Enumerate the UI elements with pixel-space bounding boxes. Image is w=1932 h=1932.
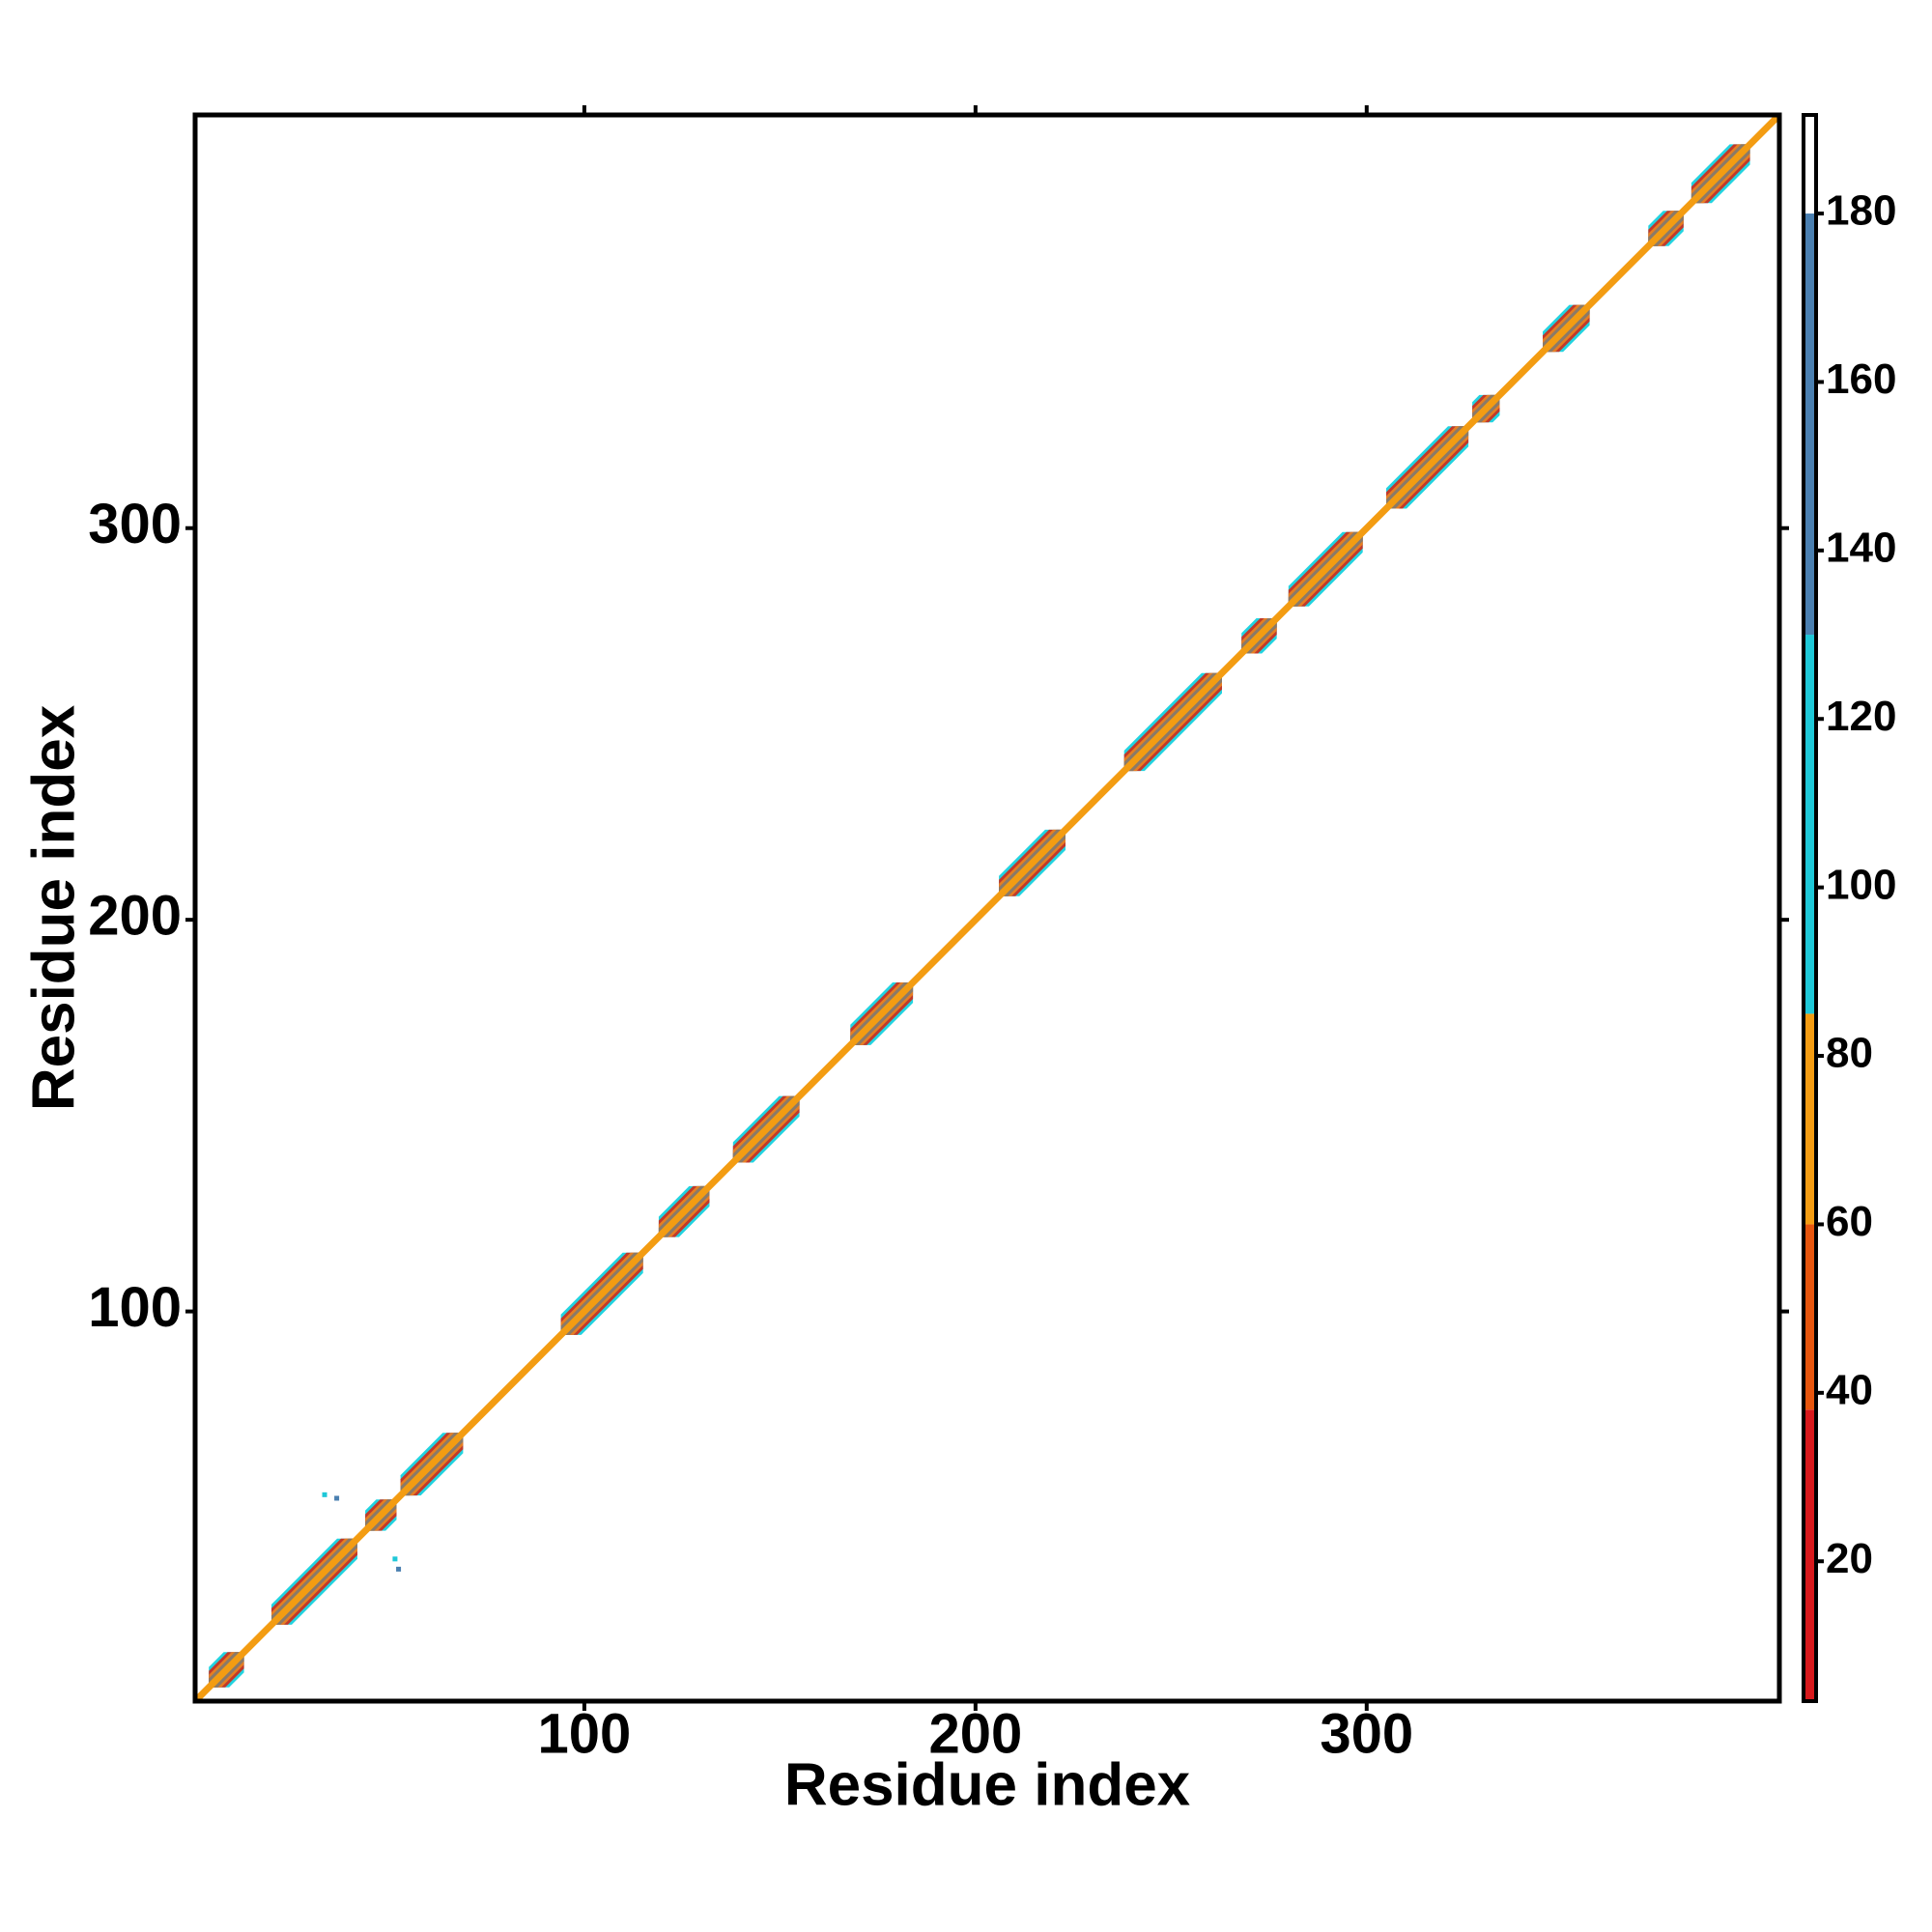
colorbar-segment: [1804, 1409, 1816, 1701]
contact-point: [396, 1566, 402, 1572]
colorbar-tick-label: 20: [1826, 1535, 1873, 1582]
y-tick-label: 300: [88, 493, 182, 555]
colorbar-segment: [1804, 1013, 1816, 1225]
colorbar-tick-label: 140: [1826, 524, 1896, 571]
plot-frame: [192, 112, 1782, 1704]
colorbar-tick-label: 60: [1826, 1198, 1873, 1245]
y-tick-label: 200: [88, 884, 182, 947]
y-tick-label: 100: [88, 1276, 182, 1339]
colorbar-tick-label: 160: [1826, 355, 1896, 403]
diagonal: [192, 112, 1782, 1704]
colorbar-tick-label: 100: [1826, 861, 1896, 908]
colorbar-tick-label: 40: [1826, 1366, 1873, 1413]
colorbar-tick-label: 80: [1826, 1030, 1873, 1077]
colorbar-tick-label: 180: [1826, 187, 1896, 235]
colorbar-segment: [1804, 213, 1816, 636]
colorbar-segment: [1804, 115, 1816, 214]
y-axis-title: Residue index: [20, 704, 87, 1111]
x-tick-label: 200: [928, 1702, 1022, 1765]
colorbar-segment: [1804, 1224, 1816, 1410]
colorbar-frame: [1802, 113, 1818, 1703]
colorbar-tick-label: 120: [1826, 693, 1896, 740]
x-axis-title: Residue index: [784, 1751, 1191, 1818]
colorbar-segment: [1804, 635, 1816, 1014]
x-tick-label: 100: [538, 1702, 632, 1765]
contact-point: [322, 1492, 327, 1497]
x-tick-label: 300: [1320, 1702, 1413, 1765]
contact-point: [392, 1556, 398, 1562]
contact-point: [334, 1495, 340, 1501]
